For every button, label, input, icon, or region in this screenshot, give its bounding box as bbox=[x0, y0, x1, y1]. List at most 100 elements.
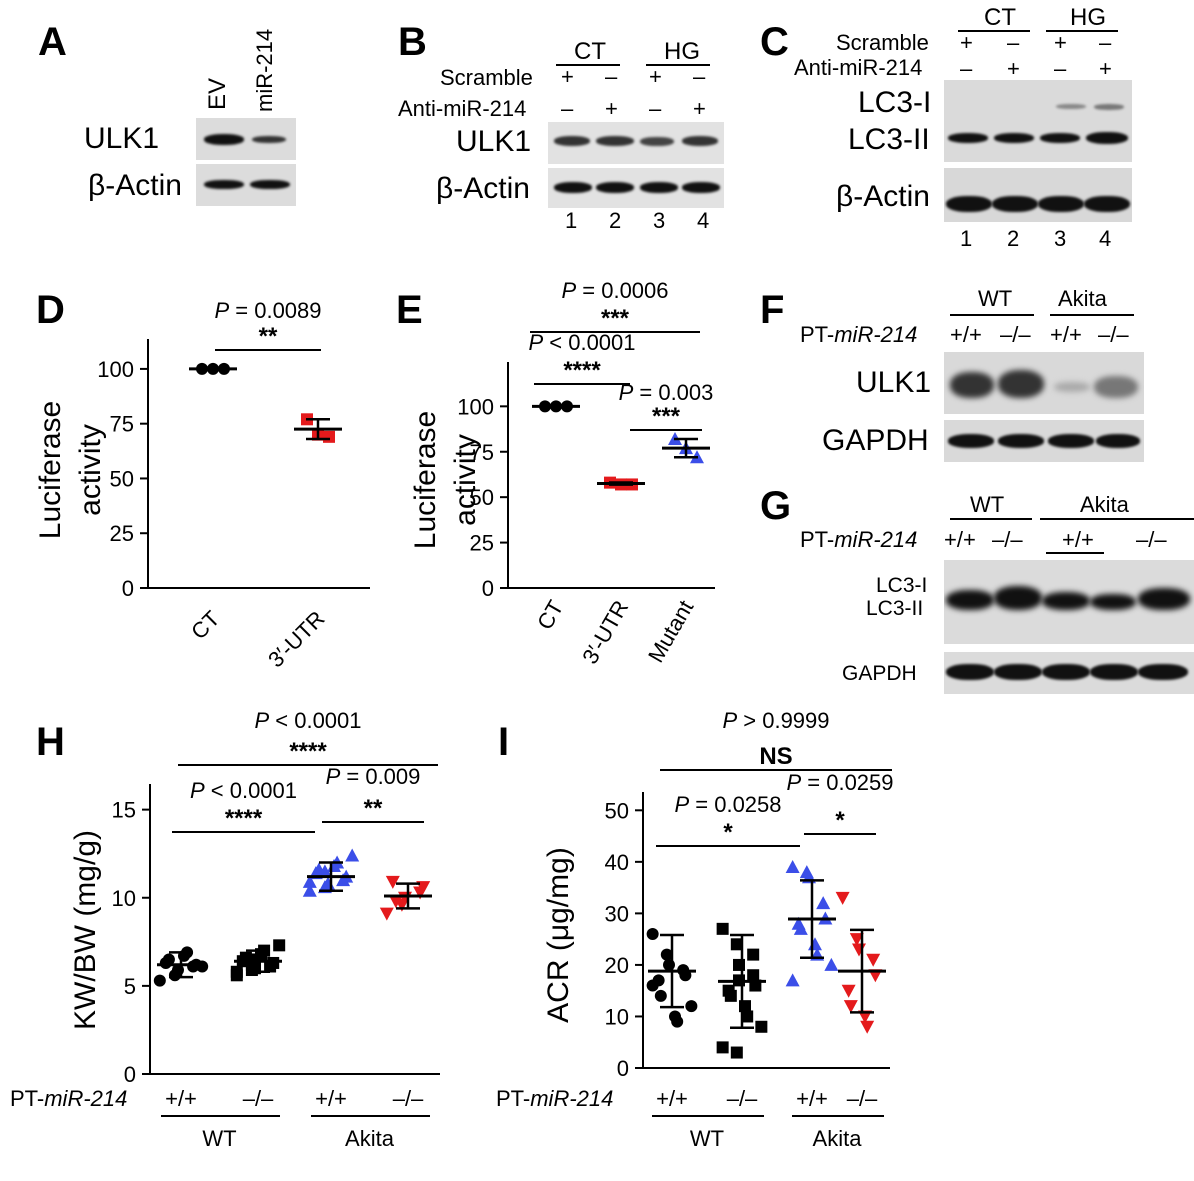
blot-a-ulk1 bbox=[196, 118, 296, 160]
data-point bbox=[394, 898, 409, 912]
data-point bbox=[818, 911, 833, 925]
cell: + bbox=[561, 64, 574, 89]
cell: –/– bbox=[1000, 322, 1031, 347]
y-tick-label: 15 bbox=[112, 798, 136, 823]
group-hg: HG bbox=[1070, 4, 1106, 31]
y-tick-label: 5 bbox=[124, 974, 136, 999]
y-tick-label: 40 bbox=[605, 850, 629, 875]
y-axis-label: Luciferase bbox=[409, 411, 442, 549]
data-point bbox=[690, 450, 704, 464]
data-point bbox=[755, 1020, 768, 1033]
group-label: WT bbox=[690, 1126, 724, 1151]
data-point bbox=[793, 921, 808, 935]
row-label-ulk1: ULK1 bbox=[456, 125, 532, 158]
cell: +/+ bbox=[1062, 527, 1094, 552]
data-point bbox=[669, 1010, 681, 1023]
p-value-label: P = 0.009 bbox=[326, 764, 421, 789]
significance-stars: **** bbox=[289, 738, 327, 765]
data-point bbox=[808, 937, 822, 951]
data-point bbox=[181, 946, 194, 959]
row-label-scramble: Scramble bbox=[440, 65, 533, 90]
y-tick-label: 100 bbox=[97, 357, 134, 382]
data-point bbox=[716, 922, 729, 935]
data-point bbox=[196, 960, 209, 973]
y-tick-label: 100 bbox=[457, 394, 494, 419]
cell: + bbox=[1099, 56, 1112, 81]
cell: – bbox=[693, 64, 706, 89]
data-point bbox=[162, 953, 175, 966]
data-point bbox=[178, 949, 190, 962]
data-point bbox=[230, 965, 243, 978]
x-tick-label: –/– bbox=[243, 1086, 274, 1111]
row-label-ulk1: ULK1 bbox=[856, 366, 932, 399]
data-point bbox=[317, 880, 332, 894]
p-value-label: P = 0.0089 bbox=[214, 298, 321, 323]
data-point bbox=[663, 958, 675, 971]
lane-number: 4 bbox=[1099, 226, 1112, 251]
data-point bbox=[550, 400, 562, 413]
data-point bbox=[388, 895, 403, 909]
data-point bbox=[685, 1000, 698, 1013]
lane-number: 3 bbox=[1054, 226, 1067, 251]
data-point bbox=[802, 870, 816, 884]
y-tick-label: 0 bbox=[122, 576, 134, 601]
blot-f-gapdh bbox=[944, 420, 1144, 462]
data-point bbox=[258, 944, 271, 957]
x-tick-label: CT bbox=[532, 596, 568, 634]
blot-a-actin bbox=[196, 164, 296, 206]
significance-stars: **** bbox=[225, 805, 263, 832]
data-point bbox=[615, 478, 627, 491]
p-value-label: P = 0.003 bbox=[619, 380, 714, 405]
data-point bbox=[716, 1041, 729, 1054]
data-point bbox=[654, 989, 667, 1002]
data-point bbox=[168, 969, 181, 982]
data-point bbox=[230, 969, 243, 982]
cell: +/+ bbox=[950, 322, 982, 347]
y-tick-label: 20 bbox=[605, 953, 629, 978]
cell: – bbox=[1099, 30, 1112, 55]
data-point bbox=[321, 876, 335, 890]
data-point bbox=[741, 1010, 754, 1023]
data-point bbox=[785, 973, 800, 987]
data-point bbox=[153, 974, 166, 987]
lane-number: 1 bbox=[960, 226, 973, 251]
group-akita: Akita bbox=[1058, 286, 1107, 311]
data-point bbox=[660, 948, 673, 961]
data-point bbox=[190, 958, 203, 971]
data-point bbox=[249, 962, 261, 975]
genotype-label: PT-miR-214 bbox=[800, 322, 918, 347]
y-tick-label: 75 bbox=[110, 412, 134, 437]
y-tick-label: 50 bbox=[605, 798, 629, 823]
data-point bbox=[539, 400, 551, 413]
data-point bbox=[604, 476, 616, 489]
genotype-label: PT-miR-214 bbox=[800, 527, 918, 552]
data-point bbox=[311, 862, 326, 876]
p-value-label: P < 0.0001 bbox=[528, 330, 635, 355]
data-point bbox=[308, 866, 323, 880]
data-point bbox=[317, 864, 332, 878]
y-axis-label: ACR (μg/mg) bbox=[542, 847, 575, 1023]
data-point bbox=[255, 948, 267, 961]
group-wt: WT bbox=[978, 286, 1013, 311]
genotype-label: PT-miR-214 bbox=[10, 1086, 127, 1111]
y-tick-label: 25 bbox=[470, 531, 494, 556]
data-point bbox=[810, 947, 825, 961]
y-tick-label: 0 bbox=[124, 1062, 136, 1087]
data-point bbox=[339, 869, 354, 883]
x-tick-label: –/– bbox=[727, 1086, 758, 1111]
blot-f-ulk1 bbox=[944, 352, 1144, 414]
data-point bbox=[730, 938, 743, 951]
data-point bbox=[323, 430, 335, 443]
data-point bbox=[301, 413, 313, 426]
p-value-label: P = 0.0259 bbox=[786, 770, 893, 795]
y-tick-label: 10 bbox=[112, 886, 136, 911]
data-point bbox=[416, 881, 431, 895]
data-point bbox=[312, 428, 324, 441]
p-value-label: P = 0.0258 bbox=[674, 792, 781, 817]
data-point bbox=[413, 886, 428, 900]
p-value-label: P = 0.0006 bbox=[561, 278, 668, 303]
cell: + bbox=[605, 96, 618, 121]
lane-number: 4 bbox=[697, 208, 710, 233]
row-label-lc3i: LC3-I bbox=[858, 86, 932, 119]
lane-number: 2 bbox=[609, 208, 622, 233]
